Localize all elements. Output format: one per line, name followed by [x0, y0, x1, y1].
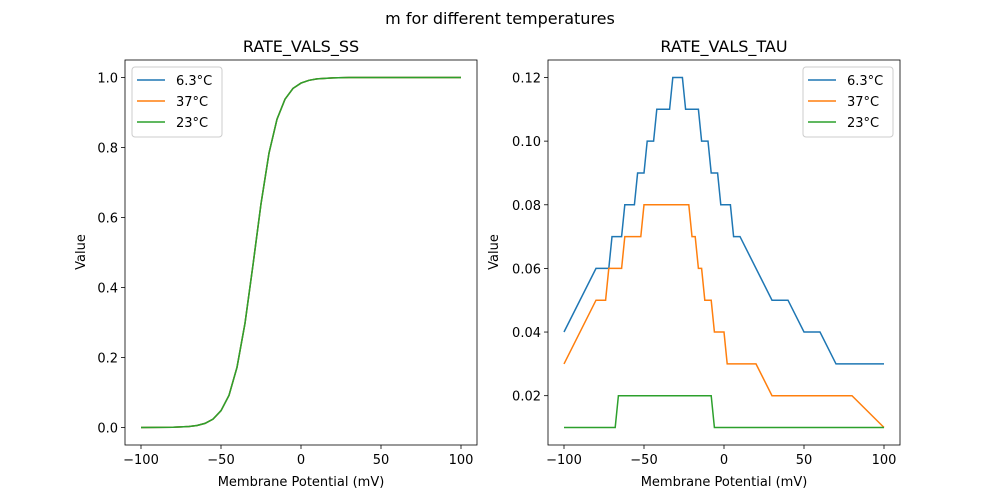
- left-x-tick-label: 100: [449, 453, 474, 468]
- left-y-axis-label: Value: [74, 234, 89, 270]
- left-y-tick-label: 1.0: [97, 72, 118, 87]
- right-legend-box: [802, 66, 894, 138]
- left-series-line-2: [140, 76, 461, 429]
- left-y-tick-label: 0.0: [97, 422, 118, 437]
- right-y-tick-label: 0.10: [512, 135, 541, 150]
- right-x-axis-label: Membrane Potential (mV): [641, 475, 808, 490]
- right-chart-title: RATE_VALS_TAU: [660, 37, 787, 57]
- left-y-tick-label: 0.8: [97, 142, 118, 157]
- left-x-tick-label: −50: [207, 453, 234, 468]
- left-chart-title: RATE_VALS_SS: [243, 37, 359, 57]
- left-y-tick-label: 0.6: [97, 212, 118, 227]
- right-x-tick-label: −100: [546, 453, 582, 468]
- right-y-tick-label: 0.08: [512, 199, 541, 214]
- left-legend: 6.3°C 37°C 23°C: [131, 66, 223, 138]
- right-series-group: [563, 76, 885, 429]
- right-y-tick-label: 0.02: [512, 390, 541, 405]
- left-y-tick-label: 0.2: [97, 352, 118, 367]
- right-series-line-1: [563, 204, 885, 429]
- right-x-tick-label: 50: [796, 453, 813, 468]
- left-legend-label-2: 23°C: [176, 116, 208, 131]
- right-x-tick-label: 100: [872, 453, 897, 468]
- right-legend-label-0: 6.3°C: [847, 74, 883, 89]
- right-y-tick-label: 0.06: [512, 262, 541, 277]
- right-x-tick-label: 0: [720, 453, 728, 468]
- right-chart: RATE_VALS_TAU Membrane Potential (mV) Va…: [487, 37, 901, 490]
- figure-title: m for different temperatures: [385, 9, 615, 28]
- left-legend-label-0: 6.3°C: [176, 74, 212, 89]
- left-chart: RATE_VALS_SS Membrane Potential (mV) Val…: [74, 37, 478, 490]
- left-legend-box: [131, 66, 223, 138]
- left-x-tick-label: 0: [297, 453, 305, 468]
- right-legend: 6.3°C 37°C 23°C: [802, 66, 894, 138]
- right-y-axis-label: Value: [487, 234, 502, 270]
- left-x-tick-label: 50: [373, 453, 390, 468]
- right-legend-label-2: 23°C: [847, 116, 879, 131]
- right-y-tick-label: 0.12: [512, 72, 541, 87]
- left-series-group: [140, 76, 461, 429]
- right-x-tick-label: −50: [630, 453, 657, 468]
- right-series-line-2: [564, 394, 884, 429]
- left-y-tick-label: 0.4: [97, 282, 118, 297]
- right-y-tick-label: 0.04: [512, 326, 541, 341]
- right-legend-label-1: 37°C: [847, 95, 879, 110]
- left-x-axis-label: Membrane Potential (mV): [218, 475, 385, 490]
- right-series-line-0: [563, 76, 884, 365]
- left-x-tick-label: −100: [123, 453, 159, 468]
- left-legend-label-1: 37°C: [176, 95, 208, 110]
